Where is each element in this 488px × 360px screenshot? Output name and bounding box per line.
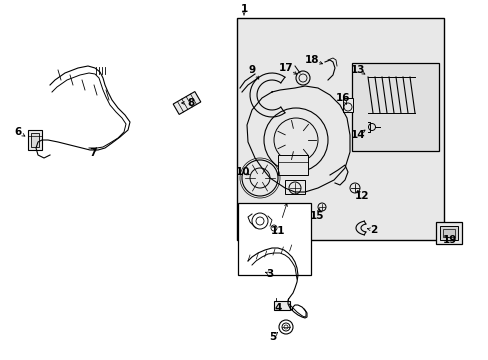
Text: 2: 2 — [369, 225, 377, 235]
Bar — [439, 226, 457, 240]
Bar — [351, 63, 438, 151]
Bar — [238, 203, 310, 275]
Text: 5: 5 — [269, 332, 276, 342]
Text: 7: 7 — [89, 148, 97, 158]
Bar — [273, 301, 289, 310]
Bar — [285, 180, 305, 194]
Text: 16: 16 — [335, 93, 349, 103]
Text: 6: 6 — [14, 127, 21, 137]
Bar — [31, 133, 39, 147]
Bar — [435, 222, 461, 244]
Bar — [342, 98, 352, 112]
Bar — [237, 18, 443, 240]
Bar — [28, 130, 42, 150]
Text: 13: 13 — [350, 65, 365, 75]
Text: 14: 14 — [350, 130, 365, 140]
Text: 8: 8 — [187, 98, 194, 108]
Bar — [442, 229, 454, 237]
Text: 17: 17 — [278, 63, 293, 73]
Text: 1: 1 — [240, 4, 247, 14]
Text: 11: 11 — [270, 226, 285, 236]
Text: 15: 15 — [309, 211, 324, 221]
Text: 9: 9 — [248, 65, 255, 75]
Text: 18: 18 — [304, 55, 319, 65]
Text: 12: 12 — [354, 191, 368, 201]
Text: 3: 3 — [266, 269, 273, 279]
Text: 10: 10 — [235, 167, 250, 177]
Text: 4: 4 — [274, 303, 281, 313]
Polygon shape — [173, 91, 201, 114]
Text: 19: 19 — [442, 235, 456, 245]
Bar — [278, 155, 307, 175]
